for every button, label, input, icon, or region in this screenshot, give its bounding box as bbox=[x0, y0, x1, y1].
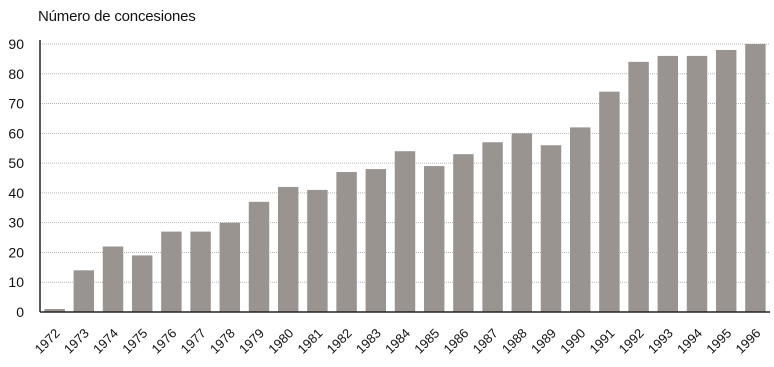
x-tick-label: 1995 bbox=[703, 326, 734, 357]
bar-1981 bbox=[307, 189, 328, 312]
x-tick-label: 1974 bbox=[90, 326, 121, 357]
bar-1985 bbox=[423, 166, 445, 312]
x-tick-label: 1993 bbox=[645, 326, 676, 357]
y-tick-label: 10 bbox=[8, 274, 24, 290]
bar-1993 bbox=[657, 55, 679, 313]
x-tick-label: 1991 bbox=[586, 326, 617, 357]
y-tick-label: 30 bbox=[8, 215, 24, 231]
bar-1987 bbox=[482, 142, 503, 312]
x-tick-label: 1990 bbox=[557, 326, 588, 357]
x-tick-label: 1986 bbox=[440, 326, 471, 357]
x-tick-label: 1978 bbox=[207, 326, 238, 357]
x-tick-label: 1979 bbox=[236, 326, 267, 357]
x-tick-label: 1972 bbox=[32, 326, 63, 357]
bar-1972 bbox=[44, 309, 65, 312]
x-tick-label: 1985 bbox=[411, 326, 442, 357]
x-tick-label: 1973 bbox=[61, 326, 92, 357]
bar-1974 bbox=[102, 246, 124, 312]
bar-1995 bbox=[715, 49, 737, 312]
bar-1973 bbox=[73, 270, 95, 312]
y-tick-label: 80 bbox=[8, 66, 24, 82]
bar-1986 bbox=[453, 154, 474, 312]
bar-1991 bbox=[599, 91, 620, 313]
y-tick-label: 70 bbox=[8, 96, 24, 112]
bar-1978 bbox=[219, 222, 241, 312]
bar-1988 bbox=[511, 133, 533, 312]
x-tick-label: 1980 bbox=[265, 326, 296, 357]
x-tick-label: 1994 bbox=[674, 326, 705, 357]
y-tick-label: 40 bbox=[8, 185, 24, 201]
bar-1977 bbox=[190, 231, 211, 312]
bar-1976 bbox=[161, 231, 182, 312]
y-tick-label: 50 bbox=[8, 155, 24, 171]
y-tick-label: 20 bbox=[8, 244, 24, 260]
x-tick-label: 1992 bbox=[616, 326, 647, 357]
bar-1996 bbox=[745, 44, 766, 312]
bar-1992 bbox=[628, 61, 649, 312]
bar-1982 bbox=[336, 172, 357, 312]
x-tick-label: 1987 bbox=[470, 326, 501, 357]
x-tick-label: 1984 bbox=[382, 326, 413, 357]
x-tick-label: 1983 bbox=[353, 326, 384, 357]
bar-1983 bbox=[365, 169, 387, 312]
x-tick-label: 1989 bbox=[528, 326, 559, 357]
bar-1989 bbox=[540, 145, 562, 312]
bar-1994 bbox=[686, 55, 708, 313]
y-axis-label: Número de concesiones bbox=[38, 8, 196, 25]
x-tick-label: 1975 bbox=[119, 326, 150, 357]
bar-1980 bbox=[277, 186, 299, 312]
x-tick-label: 1996 bbox=[732, 326, 763, 357]
bar-1979 bbox=[248, 201, 270, 312]
bar-1984 bbox=[394, 151, 416, 312]
bar-1990 bbox=[569, 127, 591, 312]
x-tick-label: 1981 bbox=[294, 326, 325, 357]
y-tick-label: 60 bbox=[8, 125, 24, 141]
x-tick-label: 1977 bbox=[178, 326, 209, 357]
y-tick-label: 90 bbox=[8, 36, 24, 52]
x-tick-label: 1982 bbox=[324, 326, 355, 357]
y-tick-label: 0 bbox=[16, 304, 24, 320]
x-tick-label: 1988 bbox=[499, 326, 530, 357]
x-tick-label: 1976 bbox=[148, 326, 179, 357]
bar-1975 bbox=[131, 255, 153, 312]
